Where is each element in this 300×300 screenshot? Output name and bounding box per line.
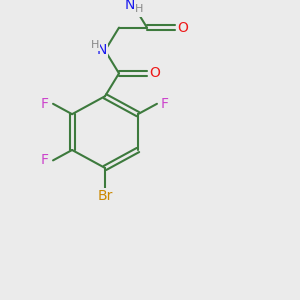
Text: F: F [41, 97, 49, 111]
Text: O: O [150, 66, 160, 80]
Text: H: H [135, 4, 143, 14]
Text: N: N [125, 0, 135, 12]
Text: F: F [41, 153, 49, 167]
Text: H: H [91, 40, 99, 50]
Text: O: O [178, 21, 188, 34]
Text: Br: Br [97, 189, 113, 203]
Text: N: N [97, 44, 107, 58]
Text: F: F [161, 97, 169, 111]
